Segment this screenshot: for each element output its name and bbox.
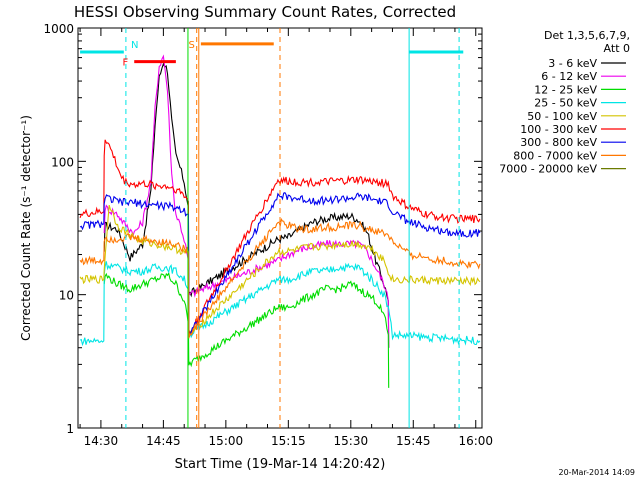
series-line-25-50-kev xyxy=(79,261,481,347)
state-bar-label-S: S xyxy=(189,40,195,51)
x-tick-label-2: 15:00 xyxy=(209,434,244,448)
datestamp: 20-Mar-2014 14:09 xyxy=(559,468,636,477)
legend-header-line2: Att 0 xyxy=(604,42,630,55)
legend-entry-7: 800 - 7000 keV xyxy=(513,149,597,162)
x-tick-label-4: 15:30 xyxy=(334,434,369,448)
x-tick-label-1: 14:45 xyxy=(146,434,181,448)
legend-entry-5: 100 - 300 keV xyxy=(520,123,597,136)
y-axis-label: Corrected Count Rate (s⁻¹ detector⁻¹) xyxy=(19,115,33,341)
legend-entry-2: 12 - 25 keV xyxy=(534,83,597,96)
series-line-12-25-kev xyxy=(103,271,390,388)
legend-entry-8: 7000 - 20000 keV xyxy=(499,163,597,176)
series-line-300-800-kev xyxy=(79,192,481,338)
series-line-800-7000-kev xyxy=(79,217,481,339)
x-axis: 14:30 14:45 15:00 15:15 15:30 15:45 16:00 xyxy=(79,28,493,448)
legend-header-line1: Det 1,3,5,6,7,9, xyxy=(544,29,630,42)
legend-entry-3: 25 - 50 keV xyxy=(534,97,597,110)
x-axis-label: Start Time (19-Mar-14 14:20:42) xyxy=(175,457,386,472)
overlay-group: F S N xyxy=(80,28,464,428)
series-line-50-100-kev xyxy=(79,204,481,336)
y-tick-label-0: 1 xyxy=(66,422,74,436)
legend-entry-6: 300 - 800 keV xyxy=(520,136,597,149)
legend-entry-1: 6 - 12 keV xyxy=(541,70,597,83)
state-bar-label-N: N xyxy=(131,40,138,51)
y-tick-label-2: 100 xyxy=(51,155,74,169)
series-line-6-12-kev xyxy=(103,54,390,348)
state-bar-label-F: F xyxy=(122,58,128,69)
y-axis: 1 10 100 1000 xyxy=(43,22,482,436)
legend-entry-4: 50 - 100 keV xyxy=(527,110,597,123)
x-tick-label-6: 16:00 xyxy=(458,434,493,448)
x-tick-label-0: 14:30 xyxy=(84,434,119,448)
y-tick-label-1: 10 xyxy=(59,289,74,303)
y-tick-label-3: 1000 xyxy=(43,22,74,36)
legend-entry-0: 3 - 6 keV xyxy=(548,57,597,70)
x-tick-label-3: 15:15 xyxy=(271,434,306,448)
chart-title: HESSI Observing Summary Count Rates, Cor… xyxy=(74,3,456,21)
x-tick-label-5: 15:45 xyxy=(396,434,431,448)
